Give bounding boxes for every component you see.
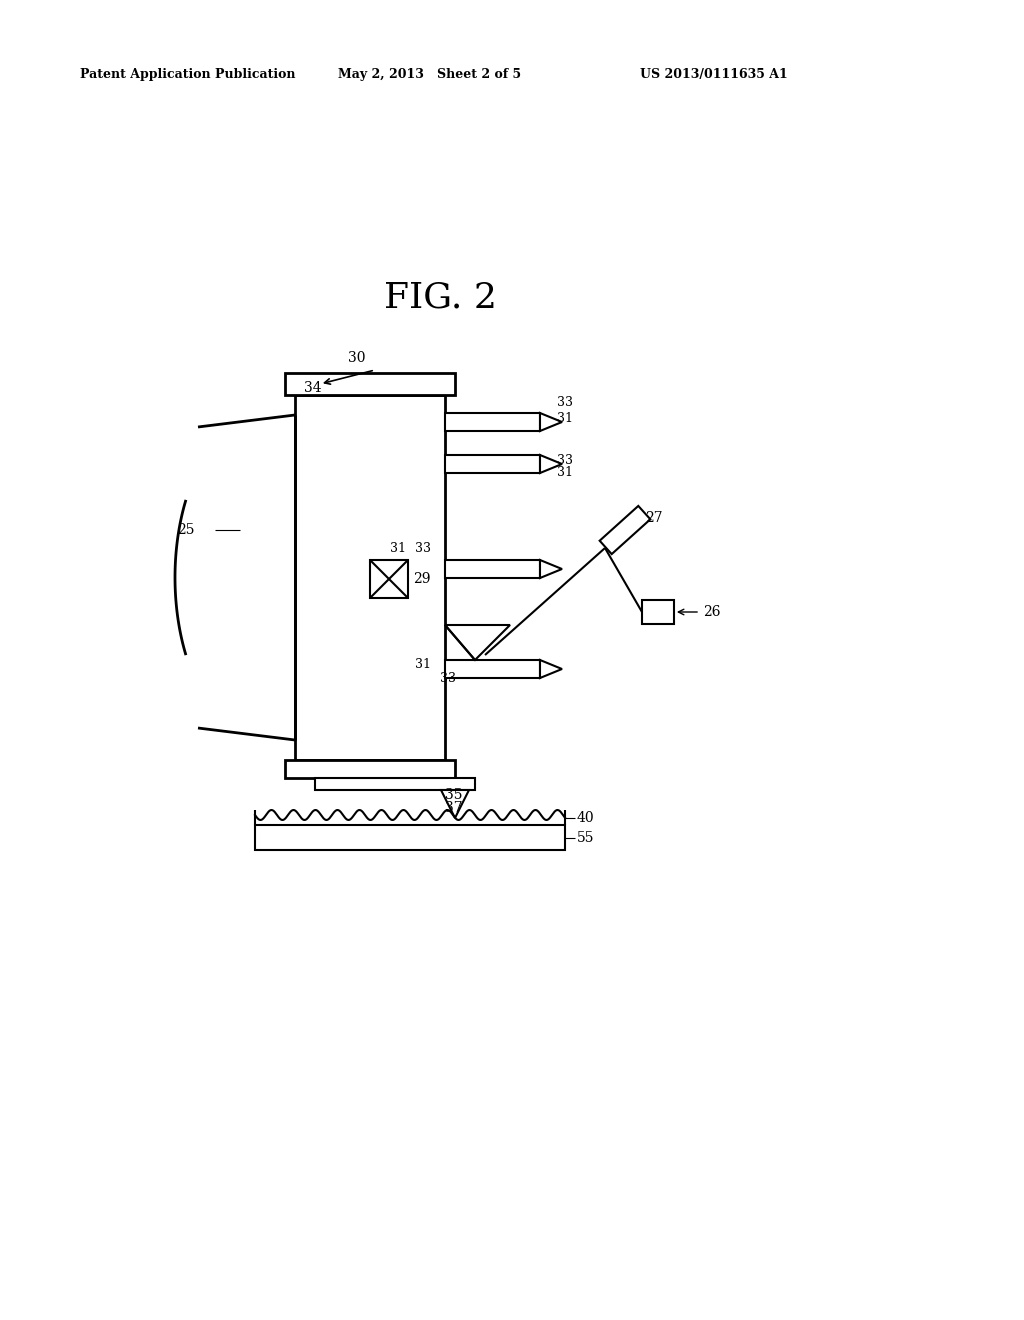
Polygon shape bbox=[540, 660, 562, 678]
Text: 34: 34 bbox=[304, 381, 322, 395]
Text: 33: 33 bbox=[557, 396, 573, 409]
Text: 40: 40 bbox=[577, 810, 595, 825]
Text: Patent Application Publication: Patent Application Publication bbox=[80, 69, 296, 81]
Text: FIG. 2: FIG. 2 bbox=[384, 280, 497, 314]
Bar bbox=[295, 395, 445, 760]
Bar bbox=[315, 777, 475, 789]
Polygon shape bbox=[445, 624, 510, 660]
Polygon shape bbox=[540, 455, 562, 473]
Bar bbox=[285, 374, 455, 395]
Text: 26: 26 bbox=[703, 605, 721, 619]
Text: 55: 55 bbox=[577, 830, 595, 845]
Text: May 2, 2013   Sheet 2 of 5: May 2, 2013 Sheet 2 of 5 bbox=[339, 69, 521, 81]
Bar bbox=[642, 601, 674, 624]
Polygon shape bbox=[600, 506, 650, 554]
Text: 30: 30 bbox=[348, 351, 366, 366]
Text: 33: 33 bbox=[415, 541, 431, 554]
Text: 37: 37 bbox=[445, 801, 463, 814]
Text: 33: 33 bbox=[440, 672, 456, 685]
Polygon shape bbox=[540, 413, 562, 432]
Bar bbox=[445, 560, 540, 578]
Bar bbox=[255, 825, 565, 850]
Text: 29: 29 bbox=[413, 572, 430, 586]
Bar bbox=[445, 455, 540, 473]
Text: 33: 33 bbox=[557, 454, 573, 466]
Text: 27: 27 bbox=[645, 511, 663, 525]
Text: 31: 31 bbox=[557, 466, 573, 479]
Bar bbox=[370, 560, 408, 598]
Text: US 2013/0111635 A1: US 2013/0111635 A1 bbox=[640, 69, 787, 81]
Text: 31: 31 bbox=[415, 659, 431, 672]
Bar bbox=[445, 413, 540, 432]
Text: 35: 35 bbox=[445, 788, 463, 803]
Polygon shape bbox=[540, 560, 562, 578]
Text: 31: 31 bbox=[557, 412, 573, 425]
Text: 25: 25 bbox=[177, 523, 195, 537]
Polygon shape bbox=[441, 789, 469, 818]
Text: 31: 31 bbox=[390, 541, 406, 554]
Bar bbox=[285, 760, 455, 777]
Bar bbox=[445, 660, 540, 678]
